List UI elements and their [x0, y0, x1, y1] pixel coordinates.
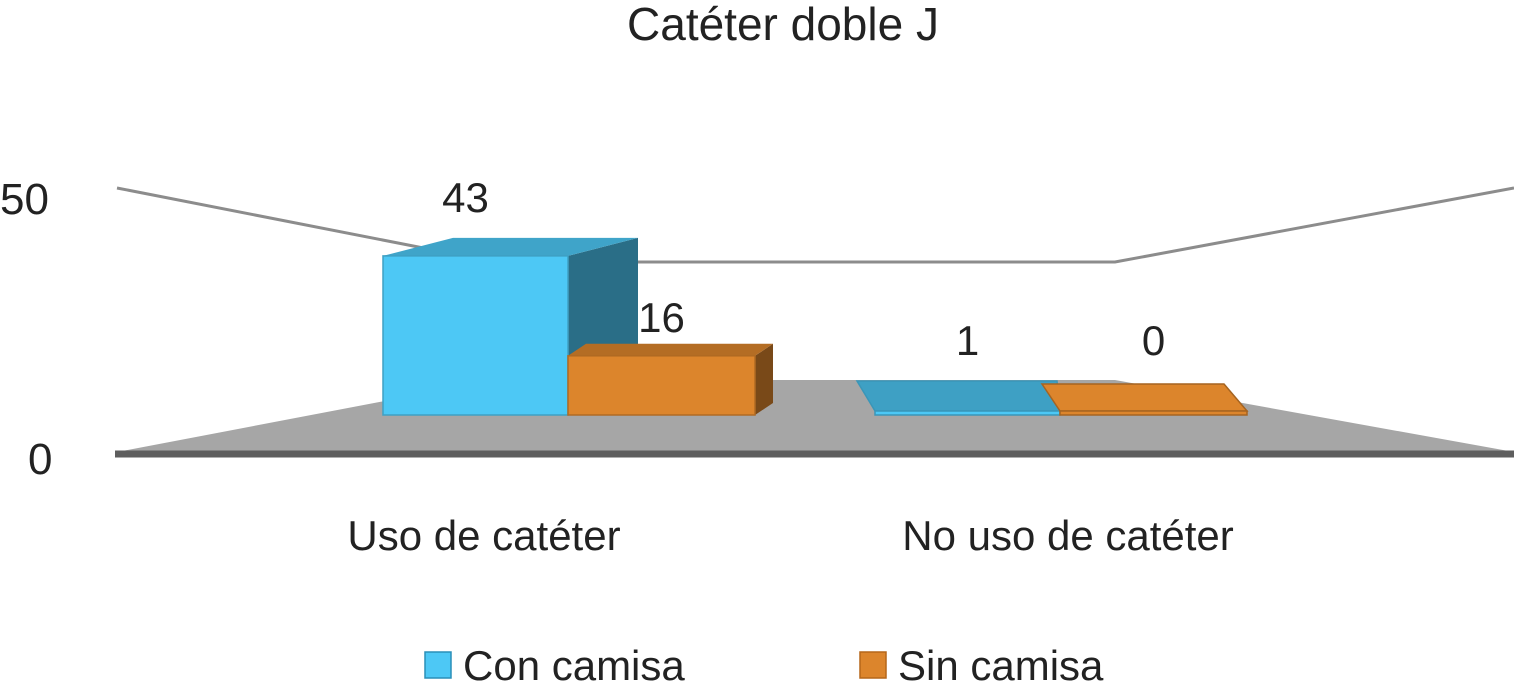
legend-label-sin-camisa: Sin camisa [898, 642, 1104, 683]
bar-sin-camisa-uso [567, 355, 756, 416]
legend: Con camisa Sin camisa [424, 642, 1104, 683]
gridline-50 [116, 186, 1514, 264]
bar-con-camisa-uso [382, 255, 569, 416]
bar-top-sin-camisa-uso [568, 343, 773, 356]
data-label-con-camisa-uso: 43 [442, 174, 489, 221]
chart-floor [117, 380, 1514, 452]
data-label-sin-camisa-uso: 16 [638, 294, 685, 341]
bar-side-sin-camisa-uso [755, 343, 773, 415]
y-tick-label-50: 50 [0, 175, 49, 224]
bar-top-sin-camisa-no-uso [1040, 383, 1249, 412]
bar-sin-camisa-no-uso [1059, 410, 1248, 416]
bar-top-con-camisa-uso [383, 237, 638, 256]
category-label-no-uso: No uso de catéter [902, 512, 1234, 559]
legend-label-con-camisa: Con camisa [463, 642, 685, 683]
bar-top-con-camisa-no-uso [855, 380, 1061, 412]
legend-swatch-con-camisa [424, 651, 452, 679]
y-tick-label-0: 0 [28, 435, 52, 484]
data-label-con-camisa-no-uso: 1 [956, 317, 979, 364]
legend-swatch-sin-camisa [859, 651, 887, 679]
bar-con-camisa-no-uso [874, 410, 1061, 416]
chart-title: Catéter doble J [627, 0, 939, 50]
category-label-uso: Uso de catéter [347, 512, 620, 559]
data-label-sin-camisa-no-uso: 0 [1142, 317, 1165, 364]
bars-group: 43 16 1 0 [382, 174, 1249, 416]
